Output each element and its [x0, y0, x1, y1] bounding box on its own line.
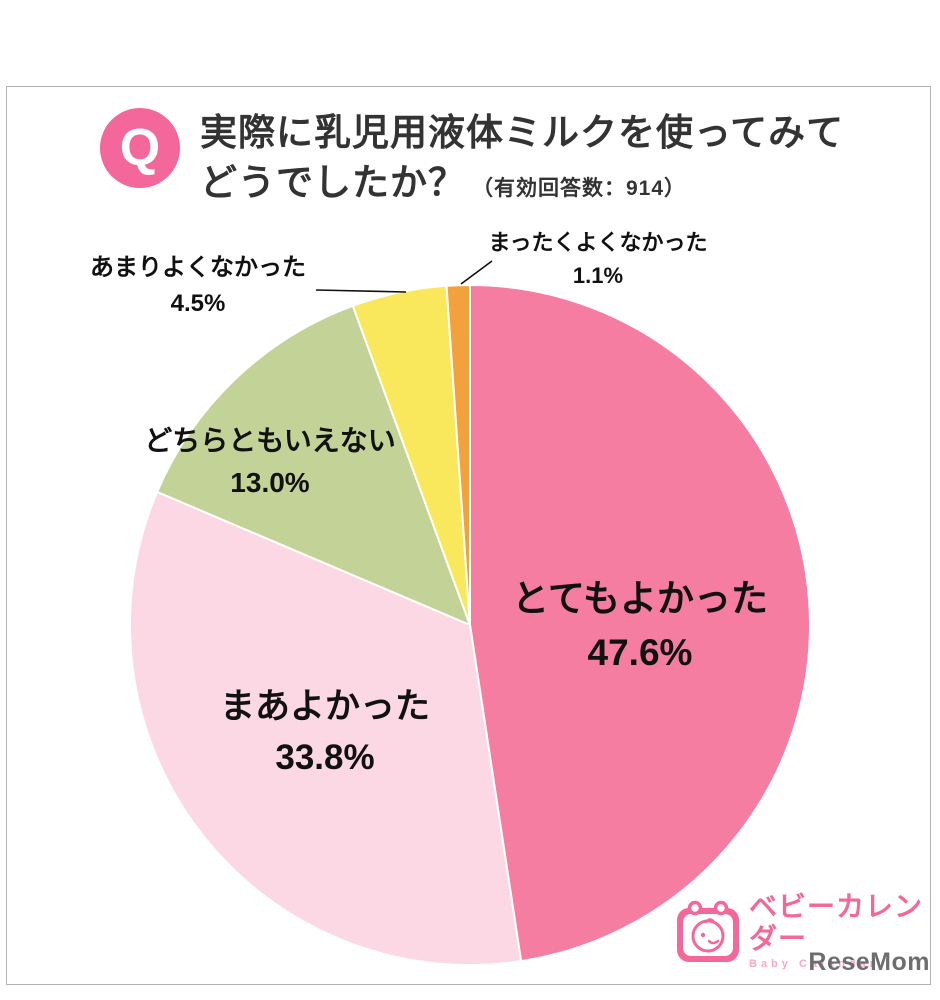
- slice-label-pct: 1.1%: [572, 263, 624, 288]
- slice-label-mattaku-yokunakatta: まったくよくなかった 1.1%: [478, 226, 718, 292]
- pie-slice-0: [469, 284, 811, 963]
- slice-label-pct: 33.8%: [275, 737, 375, 777]
- baby-calendar-logo: ベビーカレンダー Baby Calendar: [676, 891, 940, 970]
- slice-label-totemo-yokatta: とてもよかった 47.6%: [480, 572, 800, 679]
- question-title: 実際に乳児用液体ミルクを使ってみて どうでしたか？ （有効回答数：914）: [200, 108, 844, 208]
- slice-label-text: とてもよかった: [511, 578, 769, 619]
- slice-label-text: まあよかった: [219, 687, 430, 726]
- slice-label-maa-yokatta: まあよかった 33.8%: [170, 682, 480, 784]
- logo-brand-text: ベビーカレンダー: [749, 891, 924, 955]
- pie-slice-2: [156, 304, 471, 626]
- slice-label-text: まったくよくなかった: [488, 230, 708, 255]
- slice-label-text: どちらともいえない: [144, 425, 396, 456]
- baby-calendar-logo-icon: [677, 900, 739, 962]
- logo-text: ベビーカレンダー Baby Calendar: [749, 891, 940, 970]
- slice-label-pct: 13.0%: [230, 467, 310, 498]
- pie-slice-4: [445, 283, 471, 626]
- question-title-line1: 実際に乳児用液体ミルクを使ってみて: [200, 112, 845, 153]
- slice-label-text: あまりよくなかった: [90, 254, 306, 281]
- slice-label-pct: 47.6%: [587, 631, 693, 673]
- slice-label-dochira-tomo-ienai: どちらともいえない 13.0%: [115, 420, 425, 504]
- question-title-line2-text: どうでしたか？: [200, 161, 466, 203]
- slice-label-amari-yokunakatta: あまりよくなかった 4.5%: [78, 250, 318, 322]
- q-badge: Q: [100, 108, 180, 188]
- pie-slice-1: [129, 490, 523, 966]
- logo-subtitle: Baby Calendar: [749, 958, 879, 971]
- valid-responses-note: （有効回答数：914）: [472, 176, 687, 200]
- slice-label-pct: 4.5%: [170, 290, 226, 317]
- question-header: Q 実際に乳児用液体ミルクを使ってみて どうでしたか？ （有効回答数：914）: [100, 108, 844, 208]
- pie-chart: [129, 283, 811, 966]
- question-title-line2: どうでしたか？ （有効回答数：914）: [200, 158, 844, 208]
- resemom-watermark: ReseMom: [808, 948, 930, 976]
